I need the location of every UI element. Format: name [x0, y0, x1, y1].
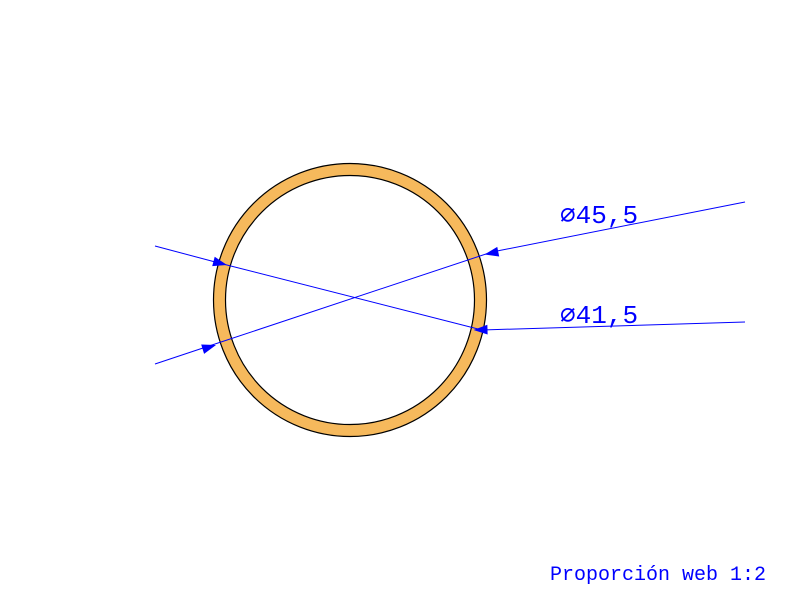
diagram-canvas: ∅45,5 ∅41,5 Proporción web 1:2 [0, 0, 800, 600]
inner-diameter-label: ∅41,5 [560, 300, 638, 331]
outer-diameter-label: ∅45,5 [560, 200, 638, 231]
scale-caption: Proporción web 1:2 [550, 564, 766, 587]
diagram-svg [0, 0, 800, 600]
